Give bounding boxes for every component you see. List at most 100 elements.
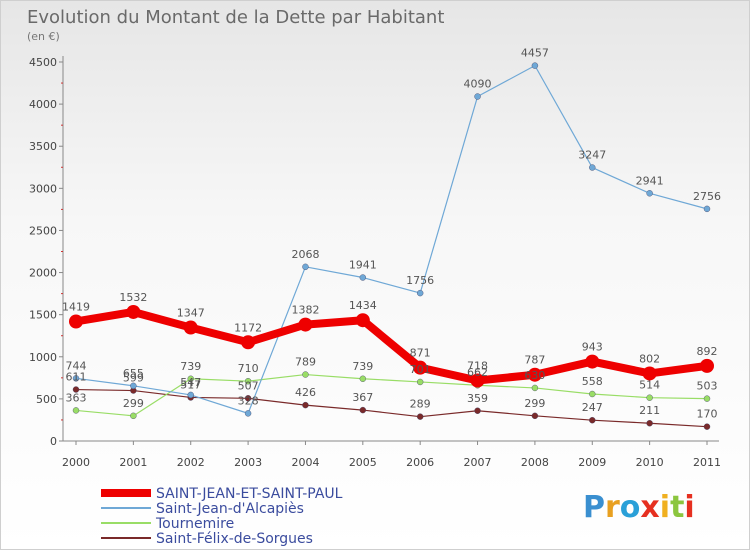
data-label: 426 xyxy=(295,386,316,399)
legend-item: SAINT-JEAN-ET-SAINT-PAUL xyxy=(101,486,343,502)
logo-letter: x xyxy=(640,490,659,525)
data-label: 170 xyxy=(697,408,718,421)
x-tick-label: 2011 xyxy=(693,456,721,469)
data-label: 4090 xyxy=(464,78,492,91)
data-point xyxy=(126,304,141,319)
legend: SAINT-JEAN-ET-SAINT-PAULSaint-Jean-d'Alc… xyxy=(101,486,343,547)
data-point xyxy=(470,373,485,388)
chart-title: Evolution du Montant de la Dette par Hab… xyxy=(27,7,444,28)
data-point xyxy=(646,190,653,197)
data-point xyxy=(531,384,539,392)
legend-label: Tournemire xyxy=(155,516,234,532)
data-point xyxy=(416,378,424,386)
data-label: 611 xyxy=(66,371,87,384)
data-point xyxy=(589,164,596,171)
data-label: 299 xyxy=(524,397,545,410)
data-labels: 611 599 517 507 426 367 289 359 299 247 211 170 363 2… xyxy=(62,47,721,421)
y-tick-label: 1500 xyxy=(29,309,57,322)
data-label: 2941 xyxy=(636,174,664,187)
logo-letter: r xyxy=(605,490,620,525)
data-point xyxy=(646,420,653,427)
data-point xyxy=(642,366,657,381)
data-label: 1382 xyxy=(291,304,319,317)
data-label: 599 xyxy=(123,372,144,385)
data-point xyxy=(646,394,653,401)
y-tick-label: 3000 xyxy=(29,182,57,195)
y-tick-label: 1000 xyxy=(29,351,57,364)
legend-item: Saint-Jean-d'Alcapiès xyxy=(101,501,304,517)
data-point xyxy=(302,263,309,271)
data-point xyxy=(531,62,539,69)
data-point xyxy=(416,413,424,420)
data-label: 1532 xyxy=(119,291,147,304)
data-label: 359 xyxy=(467,392,488,405)
data-point xyxy=(589,416,596,424)
proxiti-logo: Proxiti xyxy=(583,490,695,525)
legend-label: SAINT-JEAN-ET-SAINT-PAUL xyxy=(156,486,343,502)
x-tick-label: 2005 xyxy=(349,456,377,469)
data-point xyxy=(359,375,367,382)
data-label: 1434 xyxy=(349,299,377,312)
data-point xyxy=(244,410,252,417)
data-label: 1347 xyxy=(177,307,205,320)
series-1 xyxy=(72,62,711,417)
y-tick-label: 3500 xyxy=(29,140,57,153)
data-label: 655 xyxy=(123,367,144,380)
logo-letter: P xyxy=(583,490,605,525)
data-label: 547 xyxy=(180,376,201,389)
data-label: 247 xyxy=(582,401,603,414)
data-point xyxy=(72,386,80,393)
data-label: 802 xyxy=(639,352,660,365)
data-label: 2756 xyxy=(693,190,721,203)
series-line xyxy=(75,307,708,385)
series-line xyxy=(75,388,708,428)
data-point xyxy=(130,382,137,390)
data-point xyxy=(187,391,194,399)
x-tick-label: 2003 xyxy=(234,456,262,469)
series-0 xyxy=(69,304,714,388)
data-label: 871 xyxy=(410,347,431,360)
data-label: 517 xyxy=(180,378,201,391)
data-point xyxy=(416,289,424,297)
data-label: 3247 xyxy=(578,149,606,162)
data-point xyxy=(703,395,711,402)
data-point xyxy=(359,274,367,281)
legend-label: Saint-Jean-d'Alcapiès xyxy=(156,501,304,517)
data-point xyxy=(69,314,83,329)
y-tick-label: 4000 xyxy=(29,98,57,111)
data-label: 514 xyxy=(639,379,660,392)
series-layer xyxy=(69,62,714,430)
data-label: 739 xyxy=(180,360,201,373)
data-label: 892 xyxy=(697,345,718,358)
logo-letter: t xyxy=(670,490,684,525)
data-label: 328 xyxy=(238,394,259,407)
y-tick-label: 2500 xyxy=(29,224,57,237)
x-tick-label: 2009 xyxy=(578,456,606,469)
legend-label: Saint-Félix-de-Sorgues xyxy=(156,531,313,547)
x-tick-label: 2008 xyxy=(521,456,549,469)
axes: 0 500 1000 1500 2000 2500 3000 3500 4000 4500 2000… xyxy=(29,56,721,469)
series-line xyxy=(75,373,708,417)
data-label: 211 xyxy=(639,404,660,417)
data-point xyxy=(241,335,256,350)
data-point xyxy=(474,407,481,414)
data-label: 1941 xyxy=(349,259,377,272)
data-point xyxy=(244,378,252,385)
data-point xyxy=(302,401,309,409)
data-point xyxy=(585,354,600,369)
data-label: 367 xyxy=(352,391,373,404)
data-point xyxy=(703,205,711,213)
data-label: 507 xyxy=(238,379,259,392)
data-label: 630 xyxy=(524,369,545,382)
chart-subtitle: (en €) xyxy=(27,30,60,43)
data-point xyxy=(474,93,481,100)
data-label: 787 xyxy=(524,354,545,367)
data-label: 363 xyxy=(66,391,87,404)
data-point xyxy=(359,406,367,414)
data-point xyxy=(700,358,714,373)
data-point xyxy=(298,317,313,332)
data-label: 701 xyxy=(410,363,431,376)
data-point xyxy=(187,375,194,382)
